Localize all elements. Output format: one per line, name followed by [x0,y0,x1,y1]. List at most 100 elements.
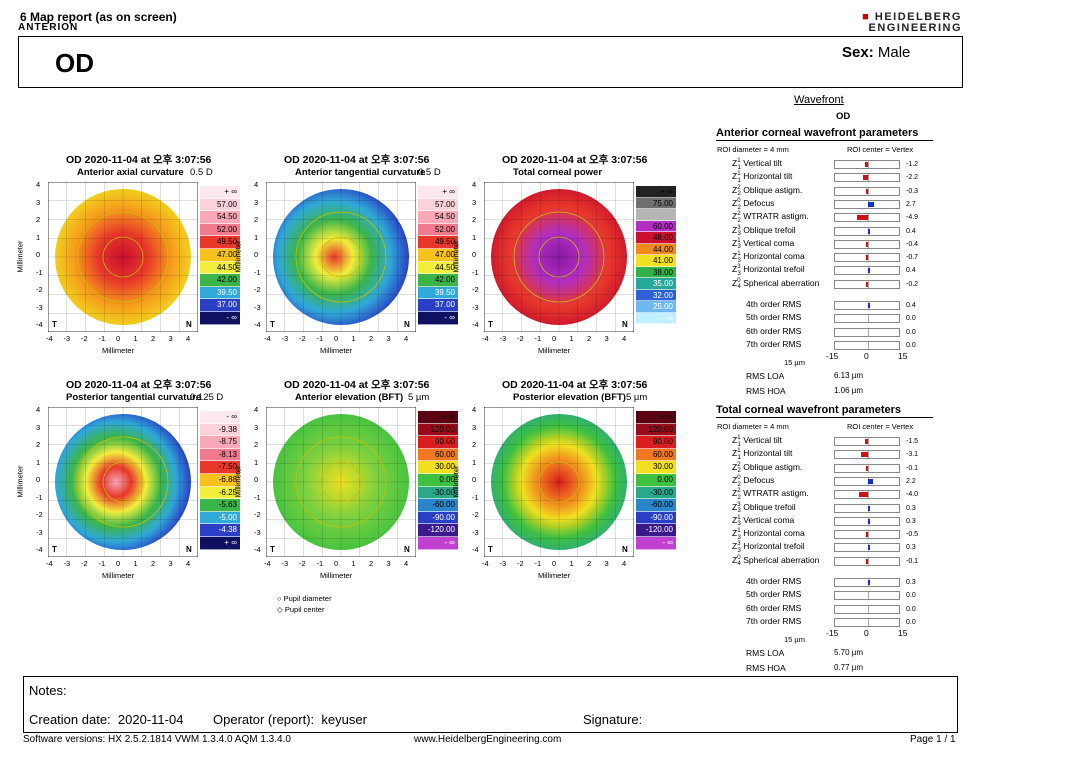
y-tick-label: 2 [472,440,477,449]
legend-row: 48.00 [636,232,676,244]
zernike-label: Z13 Horizontal coma [732,251,805,264]
y-tick-label: 3 [36,422,41,432]
x-tick-label: -3 [499,559,507,568]
y-tick-label: 0 [472,475,477,484]
legend-row: 42.00 [418,274,458,287]
zernike-label: Z33 Horizontal trefoil [732,541,805,555]
y-tick-label: 0 [472,250,477,259]
y-tick-label: 2 [254,440,259,449]
x-tick-label: -2 [81,334,88,343]
rms-order-label: 5th order RMS [746,312,802,323]
nasal-marker: N [622,320,628,329]
x-tick-label: -3 [281,559,289,568]
bar-fill [865,162,868,167]
zernike-value: 0.3 [906,504,916,512]
rms-hoa-value: 1.06 µm [834,386,864,395]
y-axis-label: Millimeter [233,465,243,498]
rms-order-value: 0.0 [906,592,916,600]
rms-order-value: 0.0 [906,618,916,626]
legend-row: -30.00 [418,486,458,500]
notes-box [23,676,958,733]
nasal-marker: N [404,545,410,554]
rms-bar [834,301,900,310]
legend-row: -8.13 [200,448,240,462]
map-step: 0.5 D [190,167,213,178]
zernike-bar [834,463,900,473]
zernike-label: Z04 Spherical aberration [732,277,820,291]
x-tick-label: -4 [46,559,53,568]
rms-order-value: 0.0 [906,315,916,323]
bar-fill [866,281,868,287]
legend-row: 0.00 [636,473,676,487]
y-tick-label: -2 [254,285,261,294]
zernike-value: 0.4 [906,227,916,235]
legend-row: + ∞ [636,186,676,198]
y-tick-label: 1 [254,232,259,242]
zernike-label: Z02 Defocus [732,474,775,488]
zernike-value: -0.1 [906,464,919,472]
x-tick-label: 0 [116,559,121,568]
zernike-label: Z02 Defocus [732,197,775,211]
legend-row: 57.00 [200,198,240,212]
x-tick-label: 2 [151,559,156,568]
rms-order-label: 7th order RMS [746,338,802,349]
bar-center-line [868,214,869,222]
y-tick-label: 4 [472,180,477,189]
website-link[interactable]: www.HeidelbergEngineering.com [414,734,562,745]
map-step: 0.5 D [418,167,441,178]
zernike-value: -4.9 [906,214,919,222]
wavefront-section-heading: Anterior corneal wavefront parameters [716,127,933,141]
scale-tick-max: 15 [898,628,908,638]
legend-row: 49.50 [418,236,458,249]
x-axis-label: Millimeter [538,571,571,580]
legend-row: -6.88 [200,473,240,487]
legend-row: 30.00 [418,461,458,474]
color-legend: + ∞ 120.00 90.00 60.00 30.00 0.00 -30.00 -60.00… [636,411,676,550]
rms-hoa-value: 0.77 µm [834,663,864,672]
legend-row: 30.00 [636,461,676,474]
bar-fill [868,580,870,585]
zernike-label: Z33 Oblique trefoil [732,501,796,515]
scale-tick-min: -15 [826,628,839,638]
y-tick-label: -1 [472,267,479,277]
x-tick-label: -4 [482,334,489,343]
rms-order-label: 7th order RMS [746,615,802,626]
x-tick-label: -2 [517,559,524,568]
map-title: OD 2020-11-04 at 오후 3:07:56 [284,154,430,166]
zernike-value: 0.4 [906,267,916,275]
y-tick-label: 3 [36,197,41,207]
x-tick-label: 2 [151,334,156,343]
x-tick-label: 3 [386,334,391,343]
legend-row: - ∞ [636,536,676,550]
legend-row: 37.00 [200,299,240,312]
nasal-marker: N [186,545,192,554]
x-tick-label: 4 [404,559,409,568]
legend-row: 25.00 [636,301,676,313]
legend-row: 54.50 [418,211,458,224]
zernike-label: Z11 Vertical tilt [732,435,782,448]
wavefront-title: Wavefront [794,94,844,106]
x-tick-label: -1 [98,334,106,343]
x-tick-label: 1 [133,559,138,568]
map-title: OD 2020-11-04 at 오후 3:07:56 [502,154,648,166]
legend-row: - ∞ [636,312,676,324]
zernike-value: -0.4 [906,240,919,248]
pupil-center-legend: ◇ Pupil center [277,605,325,614]
x-tick-label: 4 [186,559,191,568]
zernike-bar [834,503,900,513]
zernike-value: -0.7 [906,254,919,262]
legend-row: 54.50 [200,211,240,224]
heidelberg-logo: ■ HEIDELBERG ENGINEERING [862,11,962,34]
rms-order-value: 0.4 [906,302,916,309]
roi-center: ROI center = Vertex [847,145,914,154]
signature-label: Signature: [583,712,643,727]
x-tick-label: 0 [334,559,339,568]
roi-center: ROI center = Vertex [847,422,914,431]
zernike-bar [834,543,900,553]
bar-fill [868,505,870,511]
x-tick-label: 3 [168,559,173,568]
y-tick-label: 1 [36,232,41,242]
roi-diameter: ROI diameter = 4 mm [717,145,789,154]
legend-row: 75.00 [636,197,676,209]
